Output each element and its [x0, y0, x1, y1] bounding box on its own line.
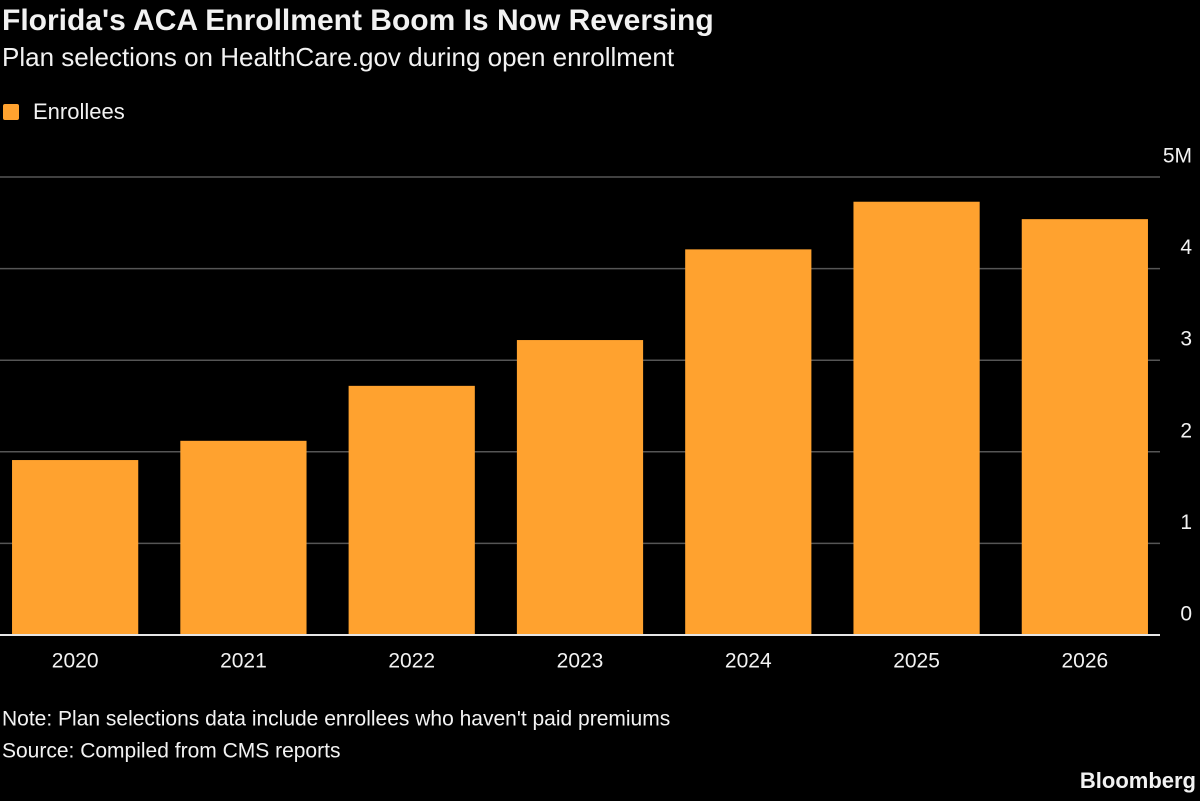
x-tick-label: 2026	[1061, 650, 1108, 673]
credit: Bloomberg	[1080, 768, 1196, 793]
x-tick-label: 2022	[388, 650, 435, 673]
source: Source: Compiled from CMS reports	[2, 740, 340, 763]
y-tick-label: 1	[1180, 511, 1192, 534]
note: Note: Plan selections data include enrol…	[2, 708, 670, 731]
chart-subtitle: Plan selections on HealthCare.gov during…	[2, 42, 675, 72]
bar	[348, 385, 475, 635]
y-tick-label: 5M	[1163, 145, 1192, 168]
legend-swatch	[3, 104, 19, 120]
bar	[12, 460, 139, 635]
bar	[1021, 219, 1148, 636]
y-tick-label: 0	[1180, 603, 1192, 626]
bar	[685, 249, 812, 635]
y-tick-label: 4	[1180, 236, 1192, 259]
y-tick-label: 3	[1180, 328, 1192, 351]
x-tick-label: 2023	[557, 650, 604, 673]
chart-title: Florida's ACA Enrollment Boom Is Now Rev…	[2, 4, 714, 37]
x-tick-label: 2024	[725, 650, 772, 673]
y-tick-label: 2	[1180, 419, 1192, 442]
x-tick-label: 2025	[893, 650, 940, 673]
x-tick-label: 2020	[52, 650, 99, 673]
x-tick-label: 2021	[220, 650, 267, 673]
legend-label: Enrollees	[33, 99, 125, 124]
bar	[180, 440, 307, 635]
bar	[853, 201, 980, 635]
bar	[516, 340, 644, 635]
